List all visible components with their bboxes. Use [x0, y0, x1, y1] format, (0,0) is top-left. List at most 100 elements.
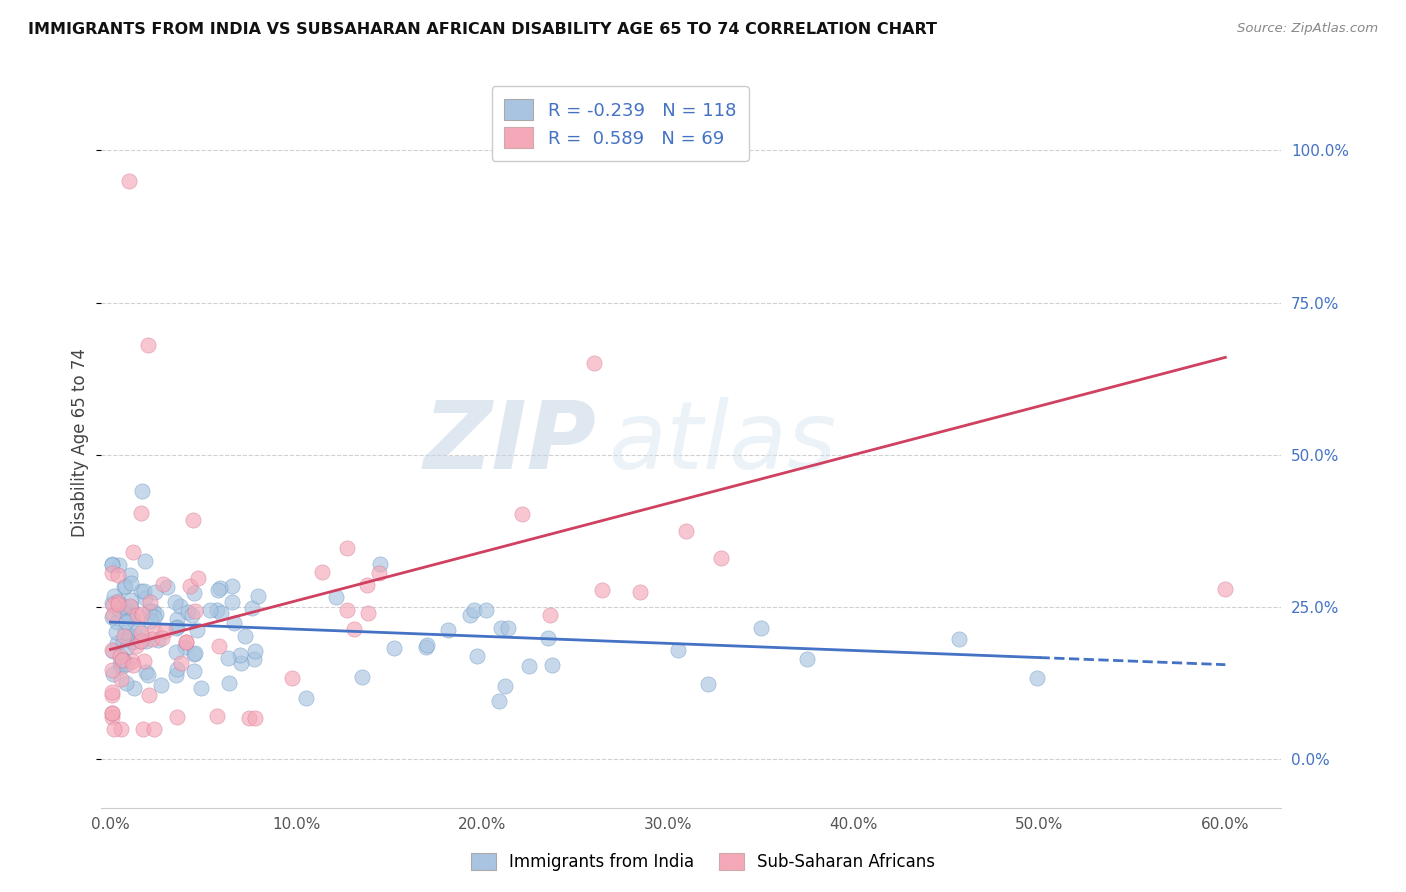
Point: [136, 668, 159, 682]
Point: [103, 589, 125, 603]
Point: [186, 623, 208, 637]
Point: [163, 595, 186, 609]
Point: [336, 602, 359, 616]
Point: [174, 640, 197, 654]
Point: [591, 582, 613, 597]
Point: [101, 557, 124, 571]
Point: [1215, 582, 1237, 596]
Point: [107, 568, 129, 582]
Point: [101, 608, 124, 623]
Point: [114, 615, 136, 630]
Point: [105, 636, 128, 650]
Point: [238, 710, 260, 724]
Point: [112, 580, 135, 594]
Point: [382, 641, 405, 656]
Point: [143, 722, 166, 736]
Point: [243, 711, 266, 725]
Point: [207, 583, 229, 598]
Point: [135, 665, 157, 679]
Text: atlas: atlas: [609, 397, 837, 488]
Point: [122, 681, 145, 696]
Point: [311, 565, 333, 579]
Point: [510, 507, 533, 521]
Point: [538, 607, 561, 622]
Point: [184, 604, 207, 618]
Legend: Immigrants from India, Sub-Saharan Africans: Immigrants from India, Sub-Saharan Afric…: [463, 845, 943, 880]
Point: [243, 644, 266, 658]
Point: [101, 706, 124, 720]
Legend: R = -0.239   N = 118, R =  0.589   N = 69: R = -0.239 N = 118, R = 0.589 N = 69: [492, 87, 749, 161]
Point: [352, 670, 374, 684]
Point: [187, 571, 209, 585]
Point: [221, 579, 243, 593]
Point: [127, 608, 149, 623]
Point: [205, 709, 228, 723]
Point: [177, 605, 200, 619]
Point: [751, 621, 773, 635]
Point: [166, 709, 188, 723]
Point: [165, 621, 187, 635]
Point: [465, 649, 488, 664]
Point: [120, 575, 142, 590]
Point: [118, 631, 141, 645]
Point: [156, 580, 179, 594]
Point: [101, 644, 124, 658]
Point: [150, 678, 173, 692]
Point: [121, 635, 143, 649]
Point: [796, 652, 818, 666]
Point: [458, 607, 481, 622]
Point: [118, 599, 141, 613]
Point: [129, 626, 152, 640]
Point: [132, 654, 155, 668]
Point: [112, 653, 135, 667]
Point: [174, 635, 197, 649]
Point: [115, 602, 138, 616]
Point: [101, 706, 124, 721]
Point: [141, 614, 163, 628]
Point: [166, 611, 188, 625]
Point: [125, 629, 148, 643]
Point: [112, 629, 135, 643]
Point: [103, 722, 125, 736]
Point: [101, 642, 124, 657]
Point: [170, 657, 193, 671]
Point: [110, 722, 132, 736]
Point: [125, 639, 148, 653]
Point: [114, 579, 136, 593]
Point: [205, 603, 228, 617]
Point: [121, 611, 143, 625]
Point: [368, 566, 391, 580]
Point: [208, 582, 231, 596]
Point: [190, 681, 212, 695]
Point: [710, 551, 733, 566]
Point: [143, 584, 166, 599]
Point: [114, 624, 136, 639]
Point: [281, 671, 304, 685]
Point: [152, 576, 174, 591]
Point: [475, 603, 498, 617]
Point: [107, 597, 129, 611]
Point: [101, 598, 124, 612]
Point: [115, 640, 138, 654]
Point: [675, 524, 697, 538]
Point: [118, 568, 141, 582]
Point: [129, 506, 152, 520]
Point: [666, 643, 689, 657]
Point: [105, 595, 128, 609]
Point: [141, 632, 163, 647]
Point: [517, 658, 540, 673]
Point: [121, 654, 143, 668]
Point: [120, 599, 142, 614]
Point: [112, 651, 135, 665]
Point: [120, 592, 142, 607]
Point: [110, 673, 132, 687]
Point: [101, 663, 124, 677]
Point: [143, 624, 166, 638]
Point: [118, 174, 141, 188]
Point: [132, 722, 155, 736]
Point: [207, 639, 229, 653]
Point: [336, 541, 359, 555]
Point: [368, 557, 391, 571]
Point: [463, 603, 485, 617]
Point: [948, 632, 970, 647]
